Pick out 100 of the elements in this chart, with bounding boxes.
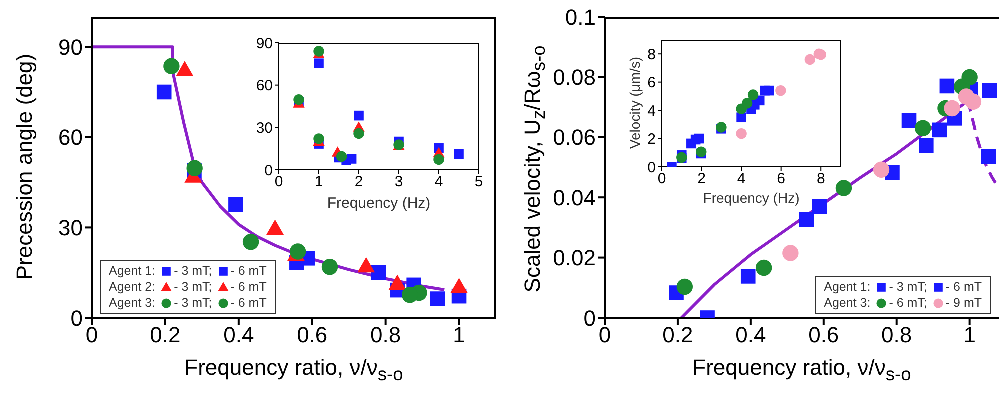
y-tick-label: 0 xyxy=(70,306,83,331)
point xyxy=(186,160,203,177)
point xyxy=(748,90,759,100)
point xyxy=(228,197,244,212)
point xyxy=(164,58,180,74)
x-tick-label: 0.8 xyxy=(882,322,912,348)
x-tick-label: 4 xyxy=(434,174,444,191)
point xyxy=(836,180,852,196)
point xyxy=(764,86,774,96)
y-tick-label: 0.02 xyxy=(553,246,596,271)
y-tick-label: 90 xyxy=(58,34,83,60)
point xyxy=(694,134,704,144)
y-tick-label: 60 xyxy=(256,78,273,95)
x-tick-label: 0.2 xyxy=(662,322,694,348)
x-tick-label: 2 xyxy=(698,170,706,188)
x-tick-label: 0.2 xyxy=(150,322,181,348)
x-tick-label: 2 xyxy=(354,174,364,191)
x-tick-label: 0 xyxy=(86,322,98,348)
x-tick-label: 1 xyxy=(964,322,976,348)
legend-label: - 6 mT xyxy=(230,264,267,278)
x-tick-label: 0.6 xyxy=(297,322,328,348)
y-tick-label: 0 xyxy=(584,306,596,331)
y-tick-label: 0.04 xyxy=(553,185,596,210)
x-tick-label: 0.4 xyxy=(224,322,254,348)
x-tick-label: 4 xyxy=(737,170,746,188)
point xyxy=(812,199,828,214)
y-tick-label: 0.1 xyxy=(565,4,596,30)
point xyxy=(799,212,814,228)
point xyxy=(902,113,917,128)
point xyxy=(354,128,364,140)
x-tick-label: 8 xyxy=(816,170,826,188)
point xyxy=(314,58,324,68)
y-tick-label: 30 xyxy=(58,216,83,241)
point xyxy=(434,154,444,166)
point xyxy=(156,84,172,100)
x-axis-title: Frequency (Hz) xyxy=(326,194,432,212)
point xyxy=(346,154,357,164)
x-tick-label: 1 xyxy=(453,322,466,348)
point xyxy=(389,275,406,290)
point xyxy=(804,54,816,66)
y-tick-label: 30 xyxy=(256,120,273,137)
legend-label: - 6 mT xyxy=(230,280,267,294)
point xyxy=(782,245,799,262)
text: Agent 3: - 3 mT; xyxy=(109,296,212,310)
x-axis-title: Frequency ratio, ν/ν$_{s-o}$ xyxy=(184,354,404,385)
point xyxy=(919,138,934,154)
x-axis-title: Frequency ratio, ν/ν$_{s-o}$ xyxy=(692,354,912,385)
x-tick-label: 0.4 xyxy=(736,322,766,348)
point xyxy=(242,234,260,250)
point xyxy=(944,100,960,117)
text: Agent 1: - 3 mT; xyxy=(824,280,928,294)
y-axis-title: Precession angle (deg) xyxy=(12,53,38,282)
point xyxy=(676,278,693,296)
point xyxy=(981,149,996,164)
point xyxy=(336,151,348,162)
y-tick-label: 0.06 xyxy=(553,125,596,150)
point xyxy=(358,258,375,273)
y-tick-label: 2 xyxy=(648,131,656,148)
point xyxy=(354,110,364,121)
point xyxy=(371,265,386,280)
point xyxy=(294,94,304,106)
x-tick-label: 0.8 xyxy=(370,322,402,348)
point xyxy=(940,78,955,94)
point xyxy=(176,62,194,76)
x-tick-label: 0.6 xyxy=(808,322,840,348)
point xyxy=(266,220,284,235)
point xyxy=(776,85,786,96)
x-axis-title: Frequency (Hz) xyxy=(702,190,801,206)
point xyxy=(932,122,948,138)
point xyxy=(742,98,753,109)
y-tick-label: 0.08 xyxy=(553,65,596,90)
point xyxy=(736,128,747,140)
x-tick-label: 0 xyxy=(598,322,612,348)
text: Agent 3: - 6 mT; xyxy=(824,296,928,310)
point xyxy=(322,259,338,276)
point xyxy=(430,292,446,306)
point xyxy=(965,94,982,110)
legend-label: - 9 mT xyxy=(944,296,982,310)
point xyxy=(454,149,464,160)
y-axis-title: Velocity (μm/s) xyxy=(627,56,643,152)
y-tick-label: 8 xyxy=(648,46,656,64)
y-tick-label: 90 xyxy=(256,35,273,52)
point xyxy=(873,162,890,178)
point xyxy=(740,269,756,284)
legend-label: - 6 mT xyxy=(230,296,267,310)
point xyxy=(982,83,998,98)
point xyxy=(450,278,468,294)
legend-label: - 6 mT xyxy=(944,280,982,294)
point xyxy=(915,120,932,136)
x-tick-label: 1 xyxy=(314,174,324,191)
text: Agent 1: - 3 mT; xyxy=(109,264,212,278)
point xyxy=(736,112,746,123)
y-tick-label: 60 xyxy=(58,125,83,150)
text: Agent 2: - 3 mT; xyxy=(109,280,212,294)
x-tick-label: 5 xyxy=(474,174,484,191)
y-tick-label: 0 xyxy=(648,159,656,176)
y-tick-label: 4 xyxy=(648,102,656,120)
x-tick-label: 6 xyxy=(777,170,786,188)
x-tick-label: 3 xyxy=(394,174,404,191)
y-tick-label: 6 xyxy=(648,74,656,92)
